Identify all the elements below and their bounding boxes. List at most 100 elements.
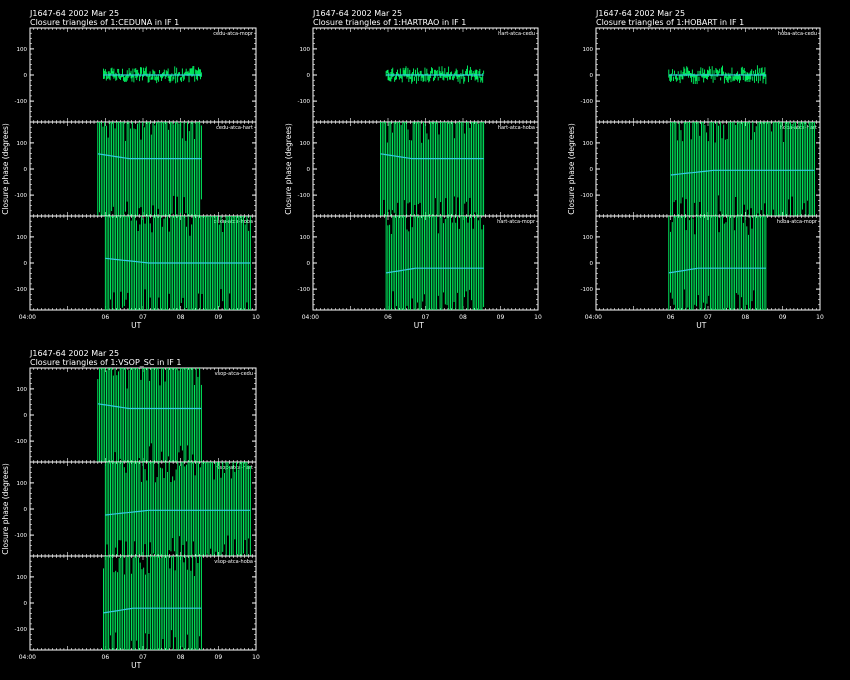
x-tick-label: 09 — [215, 654, 223, 661]
x-tick-label: 04:00 — [19, 314, 36, 321]
baseline-triangle-label: hoba-atca-hart — [780, 125, 817, 131]
model-curve — [386, 267, 484, 274]
y-axis-label: Closure phase (degrees) — [284, 123, 293, 215]
x-tick-label: 08 — [177, 654, 185, 661]
data-series — [385, 216, 485, 310]
y-tick-label: 0 — [307, 73, 311, 79]
x-tick-label: 07 — [139, 654, 147, 661]
chart-title-line1: J1647-64 2002 Mar 25 — [29, 9, 119, 18]
data-series — [668, 65, 767, 85]
baseline-triangle-label: hoba-atca-cedu — [778, 31, 817, 37]
y-tick-label: 0 — [24, 413, 28, 419]
chart-title-line2: Closure triangles of 1:CEDUNA in IF 1 — [30, 18, 179, 27]
y-tick-label: 100 — [583, 141, 594, 147]
x-tick-label: 07 — [704, 314, 712, 321]
y-tick-label: 100 — [17, 387, 28, 393]
y-tick-label: 0 — [24, 167, 28, 173]
y-tick-label: 100 — [583, 47, 594, 53]
x-tick-label: 10 — [816, 314, 824, 321]
x-axis-label: UT — [414, 321, 424, 330]
y-axis-label: Closure phase (degrees) — [567, 123, 576, 215]
y-tick-label: 0 — [590, 261, 594, 267]
x-tick-label: 08 — [459, 314, 467, 321]
x-tick-label: 09 — [779, 314, 787, 321]
model-curve — [103, 607, 202, 614]
x-tick-label: 07 — [422, 314, 430, 321]
model-curve — [668, 267, 766, 274]
x-axis-label: UT — [131, 321, 141, 330]
chart-title-line1: J1647-64 2002 Mar 25 — [312, 9, 402, 18]
y-tick-label: 100 — [300, 47, 311, 53]
y-tick-label: 0 — [24, 261, 28, 267]
closure-panel: -100 0 100 vsop-atca-hoba — [15, 555, 257, 651]
x-tick-label: 10 — [252, 654, 260, 661]
y-tick-label: -100 — [15, 193, 28, 199]
data-series — [668, 216, 767, 310]
baseline-triangle-label: vsop-atca-cedu — [215, 371, 253, 377]
data-series — [97, 368, 202, 462]
chart-title-line2: Closure triangles of 1:HOBART in IF 1 — [596, 18, 744, 27]
baseline-triangle-label: hart-atca-mopr — [497, 219, 536, 225]
y-tick-label: 100 — [17, 481, 28, 487]
x-tick-label: 08 — [742, 314, 750, 321]
data-series — [102, 65, 202, 84]
baseline-triangle-label: vsop-atca-hoba — [214, 559, 253, 565]
y-tick-label: 0 — [24, 73, 28, 79]
y-tick-label: -100 — [15, 533, 28, 539]
closure-panel: -100 0 100 cedu-atca-hart — [15, 121, 257, 217]
x-tick-label: 04:00 — [585, 314, 602, 321]
baseline-triangle-label: hart-atca-cedu — [498, 31, 535, 37]
model-curve — [105, 257, 251, 264]
chart-title-line2: Closure triangles of 1:HARTRAO in IF 1 — [313, 18, 466, 27]
x-tick-label: 10 — [252, 314, 260, 321]
baseline-triangle-label: vsop-atca-hart — [217, 465, 254, 471]
data-series — [670, 122, 815, 216]
model-curve — [380, 153, 484, 160]
y-axis-label: Closure phase (degrees) — [1, 463, 10, 555]
closure-panel: -100 0 100 hart-atca-mopr — [298, 215, 539, 311]
y-tick-label: -100 — [581, 193, 594, 199]
y-tick-label: 0 — [24, 601, 28, 607]
baseline-triangle-label: hart-atca-hoba — [498, 125, 535, 131]
y-tick-label: 100 — [17, 235, 28, 241]
y-tick-label: 0 — [590, 167, 594, 173]
data-series — [385, 65, 485, 84]
x-tick-label: 06 — [384, 314, 392, 321]
x-tick-label: 09 — [497, 314, 505, 321]
x-tick-label: 06 — [102, 314, 110, 321]
x-tick-label: 09 — [215, 314, 223, 321]
y-tick-label: 100 — [300, 141, 311, 147]
y-axis-label: Closure phase (degrees) — [1, 123, 10, 215]
model-curve — [105, 509, 251, 516]
y-tick-label: 100 — [17, 47, 28, 53]
y-tick-label: -100 — [15, 99, 28, 105]
y-tick-label: 0 — [24, 507, 28, 513]
closure-panel: -100 0 100 hoba-atca-mopr — [581, 215, 821, 311]
y-tick-label: 100 — [583, 235, 594, 241]
model-curve — [670, 169, 815, 176]
data-series — [380, 122, 485, 216]
x-tick-label: 07 — [139, 314, 147, 321]
x-axis-label: UT — [696, 321, 706, 330]
y-tick-label: -100 — [15, 627, 28, 633]
y-tick-label: 0 — [590, 73, 594, 79]
chart-title-line1: J1647-64 2002 Mar 25 — [595, 9, 685, 18]
chart-title-line1: J1647-64 2002 Mar 25 — [29, 349, 119, 358]
x-tick-label: 04:00 — [19, 654, 36, 661]
y-tick-label: -100 — [581, 287, 594, 293]
model-curve — [97, 153, 202, 160]
baseline-triangle-label: hoba-atca-mopr — [777, 219, 818, 225]
x-tick-label: 06 — [102, 654, 110, 661]
y-tick-label: -100 — [15, 287, 28, 293]
y-tick-label: 0 — [307, 167, 311, 173]
y-tick-label: -100 — [15, 439, 28, 445]
x-tick-label: 10 — [534, 314, 542, 321]
chart-title-line2: Closure triangles of 1:VSOP_SC in IF 1 — [30, 358, 181, 367]
x-axis-label: UT — [131, 661, 141, 670]
model-curve — [97, 403, 202, 410]
baseline-triangle-label: cedu-atca-hart — [216, 125, 253, 131]
